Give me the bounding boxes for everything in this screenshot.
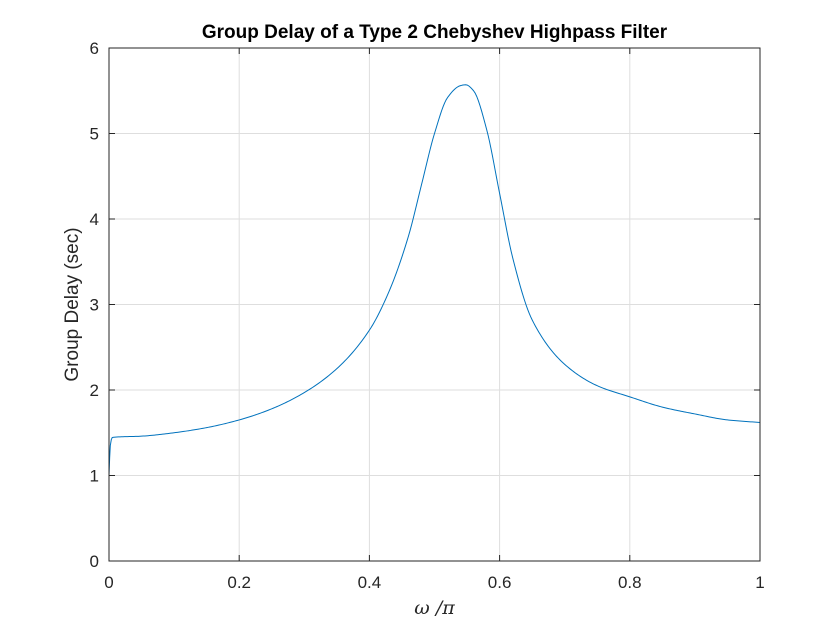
chart-title: Group Delay of a Type 2 Chebyshev Highpa… [202, 22, 668, 43]
x-tick-labels: 0 0.2 0.4 0.6 0.8 1 [104, 573, 764, 592]
y-tick-label: 4 [90, 210, 99, 229]
y-tick-label: 0 [90, 552, 99, 571]
y-tick-label: 2 [90, 381, 99, 400]
grid [109, 48, 760, 561]
axes-box [108, 47, 761, 562]
y-tick-label: 3 [90, 296, 99, 315]
y-tick-label: 6 [90, 39, 99, 58]
y-axis-label: Group Delay (sec) [62, 227, 83, 381]
x-tick-label: 0.6 [488, 573, 512, 592]
series-line [108, 84, 761, 476]
x-tick-label: 0.8 [618, 573, 642, 592]
x-tick-label: 0.4 [358, 573, 382, 592]
y-tick-labels: 0 1 2 3 4 5 6 [90, 39, 99, 571]
y-tick-label: 1 [90, 467, 99, 486]
x-tick-label: 0.2 [227, 573, 251, 592]
series-layer [108, 84, 761, 476]
x-axis-label: ω /π [414, 597, 455, 619]
x-tick-label: 0 [104, 573, 113, 592]
x-tick-label: 1 [755, 573, 764, 592]
y-tick-label: 5 [90, 125, 99, 144]
